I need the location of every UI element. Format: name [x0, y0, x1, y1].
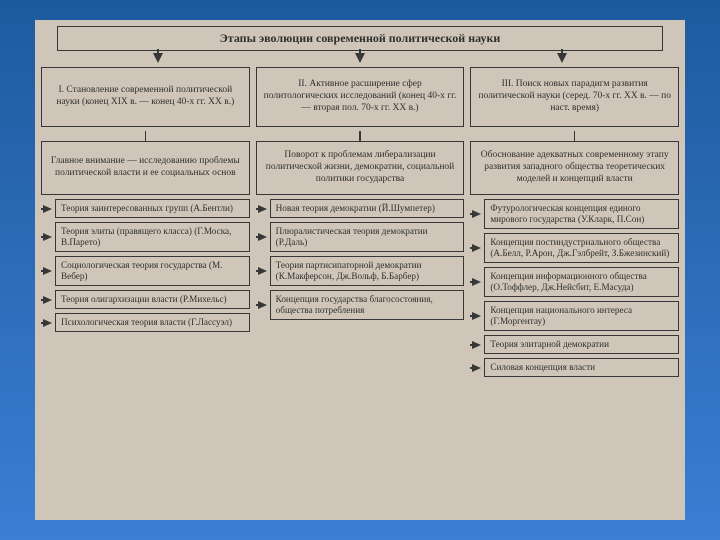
theory-box: Теория олигархизации власти (Р.Михельс) — [55, 290, 250, 309]
theory-row: Концепция государства благосостояния, об… — [256, 290, 465, 320]
evolution-chart: Этапы эволюции современной политической … — [35, 20, 685, 520]
theory-box: Теория заинтересованных групп (А.Бентли) — [55, 199, 250, 218]
theory-box: Футурологическая концепция единого миров… — [484, 199, 679, 229]
theory-row: Теория олигархизации власти (Р.Михельс) — [41, 290, 250, 309]
title-arrows — [57, 53, 663, 67]
stage-box: I. Становление современной по­литической… — [41, 67, 250, 127]
down-arrow-icon — [153, 53, 163, 63]
connector — [41, 131, 250, 141]
right-arrow-icon — [258, 233, 267, 241]
connector — [470, 131, 679, 141]
right-arrow-icon — [43, 319, 52, 327]
right-arrow-icon — [472, 210, 481, 218]
connector — [256, 131, 465, 141]
down-arrow-icon — [355, 53, 365, 63]
right-arrow-icon — [472, 312, 481, 320]
description-box: Поворот к проблемам либерализации полити… — [256, 141, 465, 195]
theory-row: Концепция информационного общества (О.То… — [470, 267, 679, 297]
right-arrow-icon — [43, 205, 52, 213]
right-arrow-icon — [43, 267, 52, 275]
theory-row: Концепция постиндустриально­го общества … — [470, 233, 679, 263]
theory-row: Теория заинтересованных групп (А.Бентли) — [41, 199, 250, 218]
right-arrow-icon — [258, 205, 267, 213]
description-box: Главное внимание — исследованию проблемы… — [41, 141, 250, 195]
theory-box: Теория элитарной демократии — [484, 335, 679, 354]
theory-row: Теория партисипаторной демократии (К.Мак… — [256, 256, 465, 286]
theory-row: Футурологическая концепция единого миров… — [470, 199, 679, 229]
right-arrow-icon — [258, 267, 267, 275]
theory-row: Силовая концепция власти — [470, 358, 679, 377]
right-arrow-icon — [258, 301, 267, 309]
theory-row: Теория элитарной демократии — [470, 335, 679, 354]
theory-box: Силовая концепция власти — [484, 358, 679, 377]
columns-container: I. Становление современной по­литической… — [41, 67, 679, 381]
theory-row: Новая теория демократии (Й.Шумпетер) — [256, 199, 465, 218]
stage-box: II. Активное расширение сфер политологич… — [256, 67, 465, 127]
theory-row: Плюралистическая теория демократии (Р.Да… — [256, 222, 465, 252]
chart-title: Этапы эволюции современной политической … — [57, 26, 663, 51]
right-arrow-icon — [43, 296, 52, 304]
column-3: III. Поиск новых парадигм развития полит… — [470, 67, 679, 381]
right-arrow-icon — [472, 244, 481, 252]
column-2: II. Активное расширение сфер политологич… — [256, 67, 465, 381]
right-arrow-icon — [472, 341, 481, 349]
theory-box: Новая теория демократии (Й.Шумпетер) — [270, 199, 465, 218]
right-arrow-icon — [472, 278, 481, 286]
theory-box: Теория партисипаторной демократии (К.Мак… — [270, 256, 465, 286]
theory-box: Психологическая теория власти (Г.Лассуэл… — [55, 313, 250, 332]
theory-row: Теория элиты (правящего класса) (Г.Моска… — [41, 222, 250, 252]
right-arrow-icon — [472, 364, 481, 372]
theory-row: Психологическая теория власти (Г.Лассуэл… — [41, 313, 250, 332]
right-arrow-icon — [43, 233, 52, 241]
theory-row: Концепция национального интереса (Г.Морг… — [470, 301, 679, 331]
description-box: Обоснование адекватных современному этап… — [470, 141, 679, 195]
theory-box: Плюралистическая теория демократии (Р.Да… — [270, 222, 465, 252]
column-1: I. Становление современной по­литической… — [41, 67, 250, 381]
theory-box: Теория элиты (правящего класса) (Г.Моска… — [55, 222, 250, 252]
stage-box: III. Поиск новых парадигм развития полит… — [470, 67, 679, 127]
down-arrow-icon — [557, 53, 567, 63]
theory-box: Социологическая теория государства (М. В… — [55, 256, 250, 286]
theory-box: Концепция информационного общества (О.То… — [484, 267, 679, 297]
theory-box: Концепция государства благосостояния, об… — [270, 290, 465, 320]
theory-box: Концепция национального интереса (Г.Морг… — [484, 301, 679, 331]
theory-row: Социологическая теория государства (М. В… — [41, 256, 250, 286]
theory-box: Концепция постиндустриально­го общества … — [484, 233, 679, 263]
